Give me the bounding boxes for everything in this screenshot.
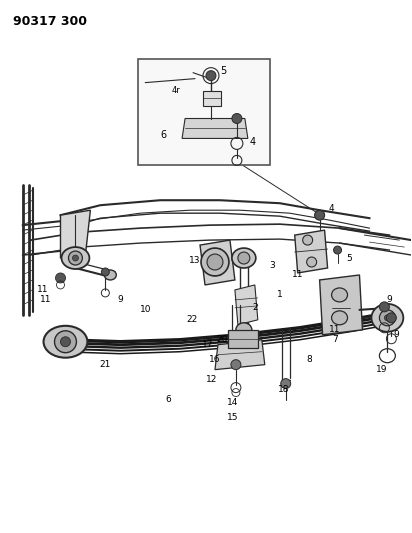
Ellipse shape bbox=[231, 360, 241, 370]
Text: 16: 16 bbox=[209, 355, 221, 364]
Text: 11: 11 bbox=[329, 325, 340, 334]
Bar bbox=[138, 59, 270, 165]
Ellipse shape bbox=[334, 246, 342, 254]
Text: 21: 21 bbox=[100, 360, 111, 369]
Polygon shape bbox=[203, 91, 221, 106]
Ellipse shape bbox=[201, 248, 229, 276]
Text: 11: 11 bbox=[292, 270, 304, 279]
Ellipse shape bbox=[56, 273, 66, 283]
Text: 4: 4 bbox=[329, 204, 335, 213]
Ellipse shape bbox=[332, 288, 347, 302]
Polygon shape bbox=[215, 340, 265, 370]
Ellipse shape bbox=[384, 315, 391, 321]
Ellipse shape bbox=[307, 257, 317, 267]
Ellipse shape bbox=[379, 310, 396, 326]
Text: 9: 9 bbox=[393, 330, 399, 340]
Polygon shape bbox=[320, 275, 363, 335]
Text: 11: 11 bbox=[37, 285, 48, 294]
Text: 17: 17 bbox=[202, 340, 214, 349]
Ellipse shape bbox=[315, 210, 325, 220]
Polygon shape bbox=[200, 240, 235, 285]
Text: 12: 12 bbox=[206, 375, 218, 384]
Ellipse shape bbox=[207, 254, 223, 270]
Bar bbox=[228, 330, 258, 348]
Text: 90317 300: 90317 300 bbox=[13, 15, 87, 28]
Ellipse shape bbox=[281, 378, 291, 389]
Ellipse shape bbox=[101, 268, 109, 276]
Ellipse shape bbox=[54, 331, 77, 353]
Ellipse shape bbox=[232, 114, 242, 124]
Text: 2: 2 bbox=[252, 303, 258, 312]
Polygon shape bbox=[61, 210, 90, 258]
Polygon shape bbox=[235, 285, 258, 325]
Ellipse shape bbox=[379, 302, 389, 312]
Ellipse shape bbox=[73, 255, 78, 261]
Ellipse shape bbox=[372, 304, 403, 332]
Ellipse shape bbox=[238, 252, 250, 264]
Text: 10: 10 bbox=[139, 305, 151, 314]
Text: 5: 5 bbox=[220, 66, 226, 76]
Ellipse shape bbox=[44, 326, 87, 358]
Text: 13: 13 bbox=[189, 255, 201, 264]
Polygon shape bbox=[182, 118, 248, 139]
Ellipse shape bbox=[236, 323, 252, 337]
Text: 4: 4 bbox=[250, 138, 256, 148]
Text: 6: 6 bbox=[160, 131, 166, 140]
Text: 11: 11 bbox=[40, 295, 51, 304]
Ellipse shape bbox=[332, 311, 347, 325]
Ellipse shape bbox=[206, 71, 216, 80]
Text: 7: 7 bbox=[332, 335, 338, 344]
Text: 4r: 4r bbox=[172, 86, 181, 95]
Text: 18: 18 bbox=[278, 385, 290, 394]
Text: 20: 20 bbox=[216, 335, 228, 344]
Text: 19: 19 bbox=[376, 365, 387, 374]
Ellipse shape bbox=[61, 337, 70, 347]
Text: 22: 22 bbox=[186, 316, 198, 324]
Ellipse shape bbox=[61, 247, 89, 269]
Ellipse shape bbox=[104, 270, 116, 280]
Text: 15: 15 bbox=[227, 413, 239, 422]
Ellipse shape bbox=[303, 235, 313, 245]
Ellipse shape bbox=[386, 313, 396, 323]
Text: 9: 9 bbox=[386, 295, 392, 304]
Ellipse shape bbox=[232, 248, 256, 268]
Text: 8: 8 bbox=[307, 355, 313, 364]
Polygon shape bbox=[295, 230, 328, 273]
Text: 5: 5 bbox=[346, 254, 352, 263]
Text: 1: 1 bbox=[277, 290, 283, 300]
Text: 9: 9 bbox=[117, 295, 123, 304]
Ellipse shape bbox=[68, 251, 82, 265]
Text: 14: 14 bbox=[227, 398, 239, 407]
Text: 6: 6 bbox=[165, 395, 171, 404]
Text: 3: 3 bbox=[269, 261, 275, 270]
